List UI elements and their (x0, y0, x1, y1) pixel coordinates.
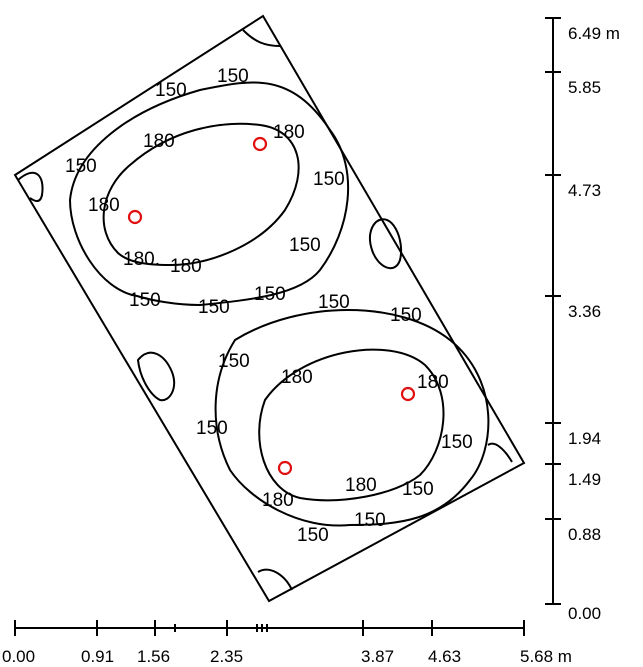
x-axis: 0.00 0.91 1.56 2.35 3.87 4.63 5.68 m (2, 620, 572, 666)
lower-180-contour (258, 348, 445, 502)
contour-label: 150 (313, 169, 345, 190)
marker-point (127, 209, 143, 225)
y-axis: 6.49 m 5.85 4.73 3.36 1.94 1.49 0.88 0.0… (545, 17, 620, 623)
y-tick-label: 0.88 (568, 525, 601, 544)
contour-label: 180 (417, 372, 449, 393)
x-tick-label: 2.35 (210, 647, 243, 666)
y-tick-label: 6.49 m (568, 24, 620, 43)
lower-150-contour (214, 309, 490, 527)
y-tick-label: 4.73 (568, 181, 601, 200)
lower-bottom-corner-lobe (257, 568, 293, 591)
contour-label: 150 (289, 235, 321, 256)
upper-left-corner-lobe (17, 171, 44, 202)
x-tick-label: 1.56 (137, 647, 170, 666)
contour-label: 180 (262, 490, 294, 511)
upper-150-contour (68, 81, 350, 307)
contour-label: 150 (297, 525, 329, 546)
contour-label: 150 (198, 297, 230, 318)
contour-label: 150 (65, 156, 97, 177)
upper-180-contour (102, 122, 300, 267)
marker-point (400, 386, 416, 402)
x-tick-label: 0.00 (2, 647, 35, 666)
contour-label: 180. (123, 249, 160, 270)
y-tick-label: 3.36 (568, 302, 601, 321)
lower-right-lobe (487, 442, 513, 463)
contour-label: 180 (273, 122, 305, 143)
y-tick-label: 0.00 (568, 604, 601, 623)
contour-label: 150 (318, 292, 350, 313)
contour-label: 180 (143, 131, 175, 152)
y-tick-label: 1.49 (568, 470, 601, 489)
measurement-markers (127, 136, 416, 476)
y-tick-label: 1.94 (568, 429, 601, 448)
contour-label: 150 (441, 432, 473, 453)
x-tick-label: 0.91 (81, 647, 114, 666)
contour-label: 150 (218, 351, 250, 372)
contour-label: 180 (281, 367, 313, 388)
contour-label: 150 (129, 290, 161, 311)
upper-top-corner-lobe (242, 29, 281, 47)
contour-label: 150 (402, 479, 434, 500)
lower-left-lobe (136, 351, 176, 402)
contour-label: 150 (155, 80, 187, 101)
contour-label: 150 (254, 284, 286, 305)
contour-label: 180 (170, 256, 202, 277)
lower-zone-contours (136, 309, 513, 591)
contour-label: 180 (88, 195, 120, 216)
x-tick-label: 4.63 (428, 647, 461, 666)
contour-label: 180 (345, 475, 377, 496)
marker-point (277, 460, 293, 476)
contour-label: 150 (354, 510, 386, 531)
y-tick-label: 5.85 (568, 78, 601, 97)
marker-point (252, 136, 268, 152)
contour-label: 150 (217, 66, 249, 87)
contour-label: 150 (390, 305, 422, 326)
contour-labels: 150 150 180 180 150 150 180 150 180. 180… (65, 66, 473, 546)
upper-right-lobe (368, 218, 403, 270)
x-tick-label: 5.68 m (520, 647, 572, 666)
upper-zone-contours (17, 29, 403, 307)
contour-label: 150 (196, 418, 228, 439)
x-tick-label: 3.87 (361, 647, 394, 666)
room-outline (13, 14, 526, 603)
